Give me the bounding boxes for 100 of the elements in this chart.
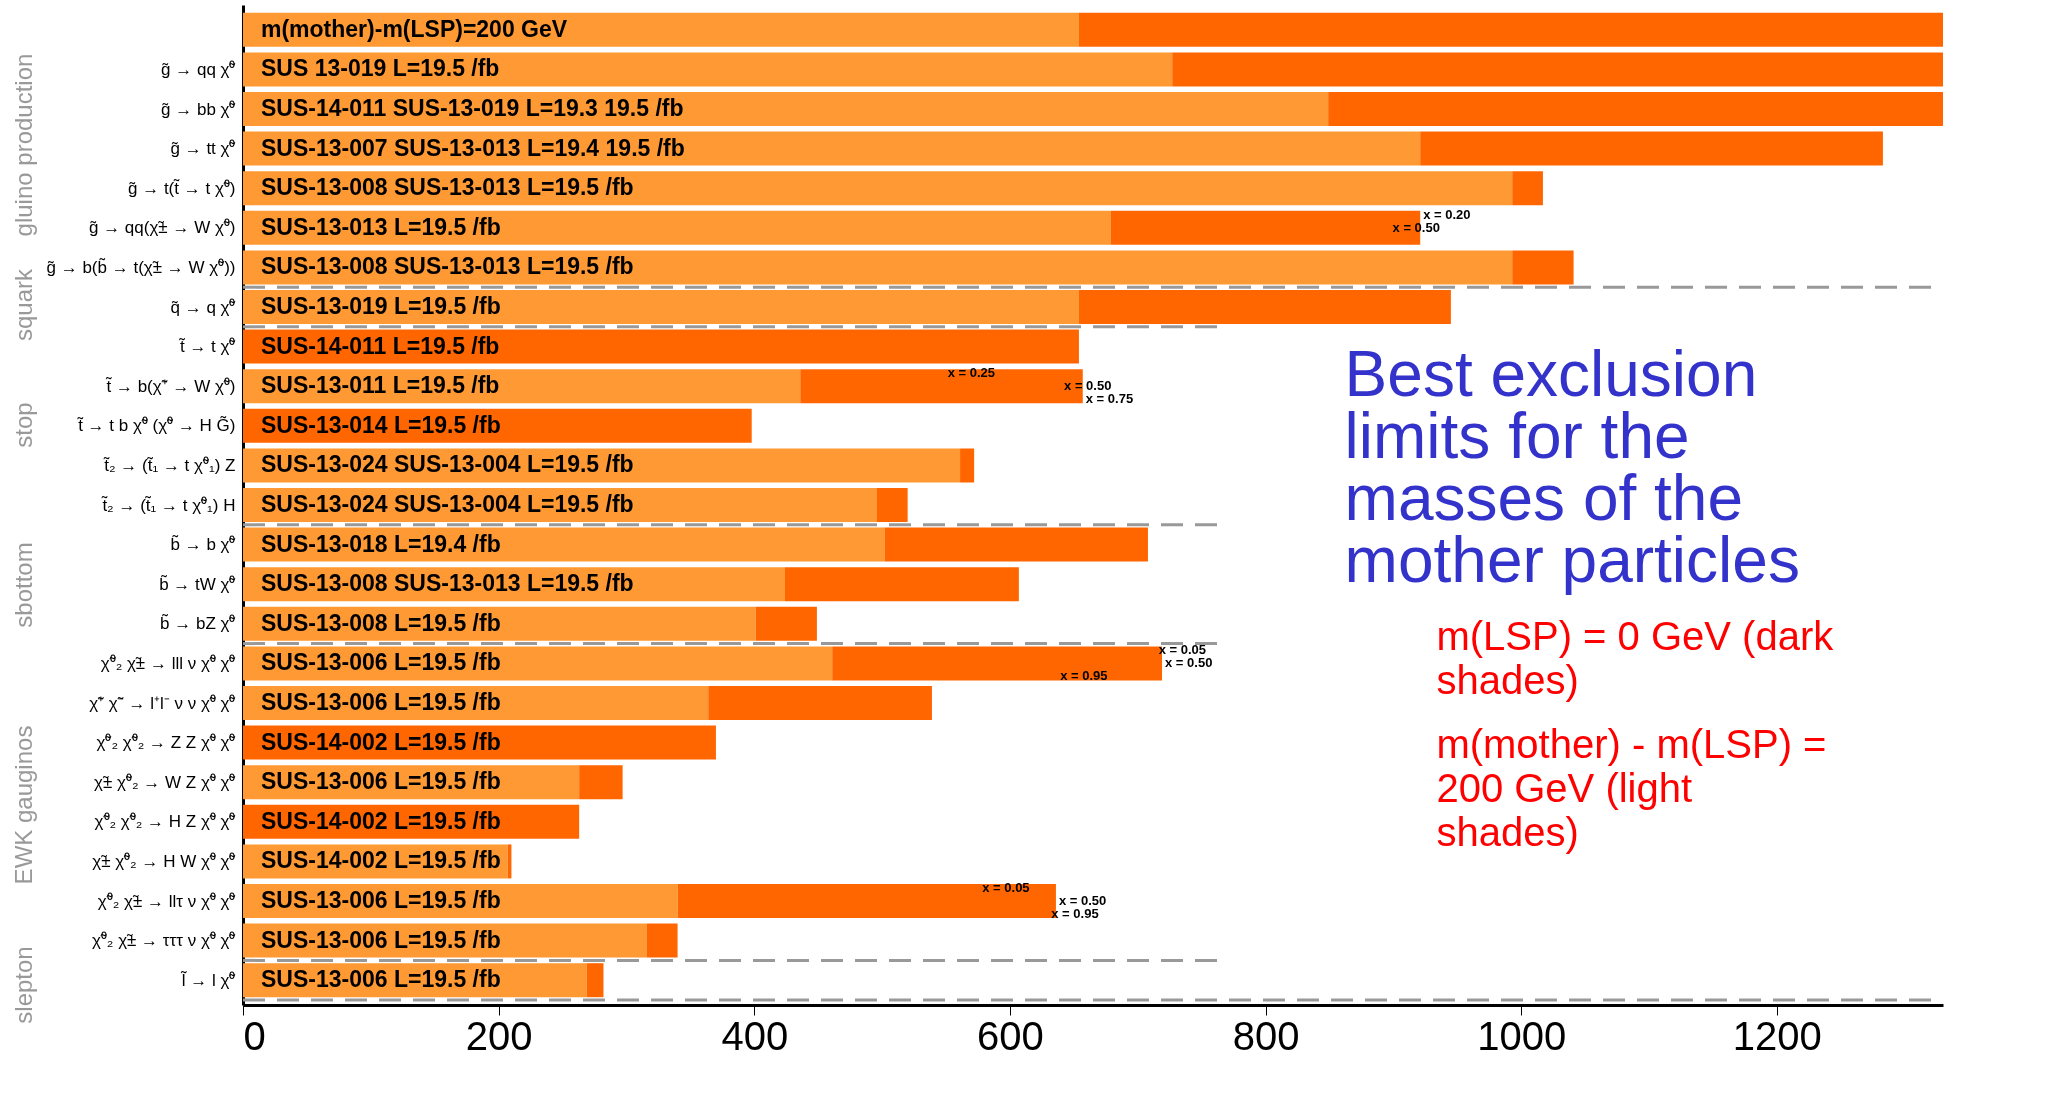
x-tick-label: 600 [977, 1013, 1044, 1058]
bar [1420, 131, 1883, 166]
bar [1078, 290, 1451, 324]
text: sbottom [10, 542, 37, 628]
y-tick-label: χ̃± χ̃⁰₂ → W Z χ̃⁰ χ̃⁰ [94, 772, 236, 792]
y-tick-label: χ̃⁰₂ χ̃± → llτ ν χ̃⁰ χ̃⁰ [97, 891, 236, 911]
y-tick-label: g̃ → bb χ̃⁰ [161, 99, 236, 119]
bar [586, 963, 604, 998]
text: SUS-13-006 L=19.5 /fb [261, 966, 501, 993]
x-tick-label: 0 [243, 1013, 266, 1058]
text: SUS-13-014 L=19.5 /fb [261, 411, 501, 438]
bar [1078, 12, 1943, 47]
y-tick-label: χ̃± χ̃⁰₂ → H W χ̃⁰ χ̃⁰ [92, 851, 236, 871]
text: SUS-13-006 L=19.5 /fb [261, 689, 501, 715]
annotation: x = 0.75 [1085, 391, 1134, 407]
text: SUS-14-011 L=19.5 /fb [261, 332, 500, 359]
y-tick-label: t̃₂ → (t̃₁ → t χ̃⁰₁) H [100, 495, 236, 515]
y-tick-label: χ̃⁰₂ χ̃± → lll ν χ̃⁰ χ̃⁰ [100, 653, 236, 673]
bar [1172, 52, 1943, 87]
bar [876, 488, 908, 522]
text: EWK gauginos [10, 725, 37, 885]
text: stop [10, 402, 37, 448]
annotation: x = 0.50 [1165, 655, 1213, 671]
y-tick-label: l̃ → l χ̃⁰ [180, 969, 236, 990]
text: SUS-13-018 L=19.4 /fb [261, 530, 501, 557]
y-tick-label: χ̃⁰₂ χ̃± → τττ ν χ̃⁰ χ̃⁰ [91, 931, 236, 951]
bar [243, 171, 1513, 206]
text: m(mother)-m(LSP)=200 GeV [261, 15, 568, 42]
bar [646, 923, 678, 958]
text: SUS-13-008 SUS-13-013 L=19.5 /fb [261, 570, 634, 597]
annotation: x = 0.95 [1060, 668, 1108, 684]
y-tick-label: χ̃⁰₂ χ̃⁰₂ → Z Z χ̃⁰ χ̃⁰ [96, 733, 236, 753]
text: SUS-14-011 SUS-13-019 L=19.3 19.5 /fb [261, 95, 684, 121]
text: SUS-13-006 L=19.5 /fb [261, 926, 501, 953]
bar [243, 527, 885, 562]
bar [677, 884, 1056, 918]
y-tick-label: t̃ → t b χ̃⁰ (χ̃⁰ → H G̃) [76, 415, 236, 436]
y-tick-label: t̃ → t χ̃⁰ [178, 336, 236, 357]
bar [579, 765, 623, 800]
y-tick-label: χ̃⁰₂ χ̃⁰₂ → H Z χ̃⁰ χ̃⁰ [94, 812, 236, 832]
text: gluino production [10, 53, 37, 237]
bar [1512, 250, 1574, 285]
bar [243, 92, 1329, 126]
y-tick-label: χ̃⁺ χ̃⁻ → l⁺l⁻ ν ν χ̃⁰ χ̃⁰ [89, 693, 236, 713]
text: SUS-13-006 L=19.5 /fb [261, 768, 501, 795]
y-tick-label: b̃ → bZ χ̃⁰ [160, 613, 236, 634]
annotation: m(mother) - m(LSP) = 200 GeV (light shades) [1436, 722, 1827, 854]
text: SUS-14-002 L=19.5 /fb [261, 728, 501, 755]
annotation: m(LSP) = 0 GeV (dark shades) [1436, 614, 1835, 702]
y-tick-label: b̃ → b χ̃⁰ [170, 534, 236, 555]
text: SUS 13-019 L=19.5 /fb [261, 55, 500, 82]
bar [243, 12, 1079, 47]
x-tick-label: 200 [465, 1013, 533, 1058]
x-tick-label: 800 [1232, 1013, 1300, 1058]
y-tick-label: g̃ → qq χ̃⁰ [161, 59, 236, 79]
bar [243, 131, 1421, 166]
x-tick-label: 1200 [1732, 1013, 1822, 1058]
text: SUS-13-024 SUS-13-004 L=19.5 /fb [261, 491, 634, 517]
annotation: Best exclusion limits for the masses of the mother particles [1344, 338, 1800, 596]
text: SUS-13-011 L=19.5 /fb [261, 372, 500, 399]
text: SUS-13-008 SUS-13-013 L=19.5 /fb [261, 174, 634, 201]
y-tick-label: g̃ → b(b̃ → t(χ̃± → W χ̃⁰)) [46, 257, 236, 277]
bar [1512, 171, 1543, 206]
y-tick-label: q̃ → q χ̃⁰ [170, 297, 236, 317]
bar [800, 369, 1083, 404]
y-tick-label: t̃ → b(χ̃⁺ → W χ̃⁰) [104, 376, 236, 396]
bar [708, 686, 932, 720]
x-tick-label: 400 [721, 1013, 789, 1058]
bar [243, 210, 1111, 245]
bar [243, 329, 1079, 364]
y-tick-label: g̃ → tt χ̃⁰ [170, 139, 236, 159]
y-tick-label: b̃ → tW χ̃⁰ [159, 573, 236, 594]
text: SUS-13-008 L=19.5 /fb [261, 609, 501, 636]
text: SUS-13-024 SUS-13-004 L=19.5 /fb [261, 451, 634, 478]
y-tick-label: t̃₂ → (t̃₁ → t χ̃⁰₁) Z [102, 455, 236, 475]
text: SUS-13-019 L=19.5 /fb [261, 293, 501, 319]
y-tick-label: g̃ → t(t̃ → t χ̃⁰) [128, 178, 236, 198]
text: SUS-13-007 SUS-13-013 L=19.4 19.5 /fb [261, 134, 685, 161]
bar [243, 250, 1513, 285]
text: slepton [10, 946, 37, 1024]
bar [960, 448, 975, 483]
bar [784, 567, 1019, 602]
annotation: x = 0.20 [1423, 206, 1471, 222]
x-tick-label: 1000 [1477, 1013, 1567, 1058]
text: squark [10, 267, 37, 342]
annotation: x = 0.25 [947, 365, 996, 381]
text: SUS-13-006 L=19.5 /fb [261, 649, 501, 676]
annotation: x = 0.50 [1064, 378, 1112, 394]
text: SUS-14-002 L=19.5 /fb [261, 847, 501, 874]
bar [243, 52, 1173, 87]
y-tick-label: g̃ → qq(χ̃± → W χ̃⁰) [88, 218, 236, 238]
bar [755, 606, 817, 641]
annotation: x = 0.05 [982, 879, 1030, 895]
bar [243, 290, 1079, 324]
bar [884, 527, 1148, 562]
text: SUS-13-006 L=19.5 /fb [261, 887, 501, 913]
text: SUS-14-002 L=19.5 /fb [261, 807, 501, 834]
text: SUS-13-013 L=19.5 /fb [261, 213, 501, 240]
bar [1328, 92, 1943, 126]
text: SUS-13-008 SUS-13-013 L=19.5 /fb [261, 253, 634, 280]
